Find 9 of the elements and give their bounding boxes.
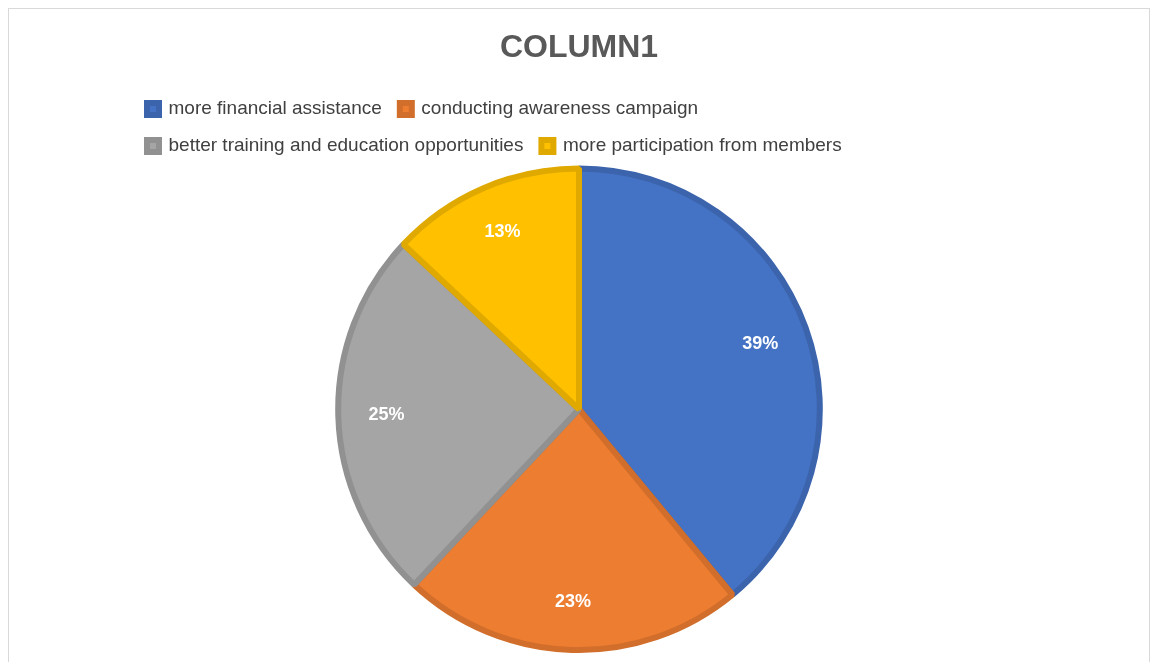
legend-label: conducting awareness campaign <box>421 97 699 119</box>
legend-label: better training and education opportunities <box>168 134 524 156</box>
chart-title: COLUMN1 <box>499 28 659 65</box>
legend-label: more financial assistance <box>168 97 382 119</box>
data-label: 23% <box>554 590 591 611</box>
data-label: 25% <box>368 404 405 425</box>
data-label: 39% <box>742 332 779 353</box>
legend-label: more participation from members <box>562 134 842 156</box>
data-label: 13% <box>484 221 521 242</box>
